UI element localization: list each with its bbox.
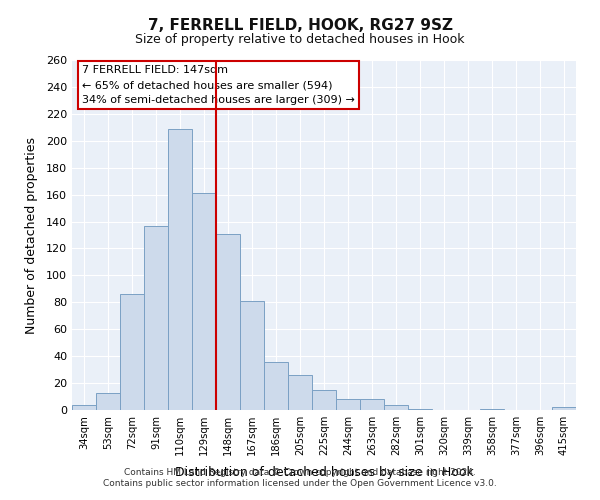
Bar	[96, 392, 120, 410]
Bar	[120, 294, 144, 410]
Bar	[168, 128, 192, 410]
Bar	[384, 404, 408, 410]
Bar	[216, 234, 240, 410]
Bar	[72, 404, 96, 410]
Bar	[192, 194, 216, 410]
Bar	[312, 390, 336, 410]
Bar	[144, 226, 168, 410]
Bar	[480, 408, 504, 410]
Bar	[336, 399, 360, 410]
Bar	[240, 301, 264, 410]
Text: Size of property relative to detached houses in Hook: Size of property relative to detached ho…	[135, 32, 465, 46]
Text: 7, FERRELL FIELD, HOOK, RG27 9SZ: 7, FERRELL FIELD, HOOK, RG27 9SZ	[148, 18, 452, 32]
Text: 7 FERRELL FIELD: 147sqm
← 65% of detached houses are smaller (594)
34% of semi-d: 7 FERRELL FIELD: 147sqm ← 65% of detache…	[82, 66, 355, 105]
Bar	[360, 399, 384, 410]
Y-axis label: Number of detached properties: Number of detached properties	[25, 136, 38, 334]
Bar	[552, 408, 576, 410]
Bar	[288, 375, 312, 410]
Text: Contains HM Land Registry data © Crown copyright and database right 2024.
Contai: Contains HM Land Registry data © Crown c…	[103, 468, 497, 487]
X-axis label: Distribution of detached houses by size in Hook: Distribution of detached houses by size …	[175, 466, 473, 479]
Bar	[408, 408, 432, 410]
Bar	[264, 362, 288, 410]
